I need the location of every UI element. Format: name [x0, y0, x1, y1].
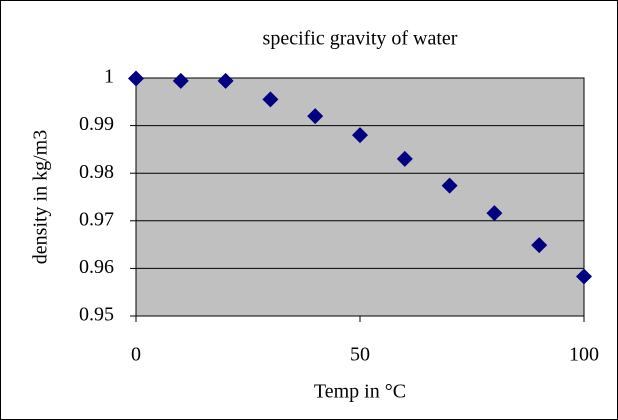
y-tick-label: 0.97 [79, 208, 114, 230]
x-tick-label: 50 [350, 344, 370, 366]
y-tick-label: 1 [104, 66, 114, 88]
marker [352, 127, 368, 144]
y-axis-label: density in kg/m3 [30, 130, 52, 264]
plot-border [135, 77, 585, 317]
chart-title: specific gravity of water [263, 28, 458, 50]
marker [128, 70, 144, 87]
y-tick-label: 0.95 [79, 304, 114, 326]
marker [576, 268, 592, 285]
marker [172, 72, 189, 89]
marker [262, 91, 279, 108]
y-tick-label: 0.96 [79, 256, 114, 278]
marker [217, 72, 234, 89]
x-tick-label: 100 [569, 344, 599, 366]
marker [486, 205, 503, 222]
x-tick-label: 0 [131, 344, 141, 366]
y-tick-label: 0.98 [79, 161, 114, 183]
marker [441, 177, 458, 194]
marker [531, 237, 548, 254]
x-axis-label: Temp in °C [314, 381, 406, 403]
y-tick-label: 0.99 [79, 113, 114, 135]
marker [307, 108, 324, 125]
marker [396, 150, 413, 167]
plot-area [136, 78, 584, 316]
